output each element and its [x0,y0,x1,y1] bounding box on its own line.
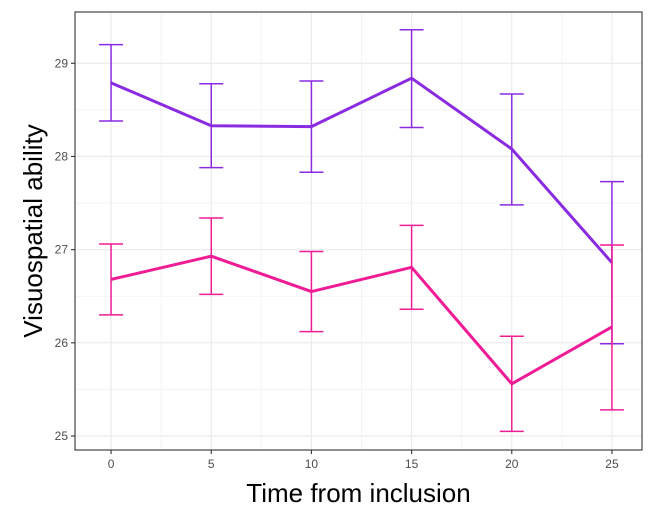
y-tick-label: 25 [55,429,69,443]
y-axis-title: Visuospatial ability [18,124,48,337]
series-line [110,76,614,264]
y-tick-label: 26 [55,336,69,350]
series-2 [99,217,624,433]
x-tick-label: 5 [208,457,215,471]
x-tick-label: 10 [305,457,319,471]
series-1 [99,28,624,345]
axis-ticks [71,62,613,454]
major-gridlines [75,12,642,450]
series-layer [99,28,624,433]
series-line [110,254,613,386]
x-tick-label: 0 [108,457,115,471]
tick-labels: 0 5 10 15 20 25 25 26 27 28 29 [55,56,619,471]
y-tick-label: 27 [55,243,69,257]
y-tick-label: 29 [55,56,69,70]
minor-gridlines [75,12,642,450]
x-tick-label: 20 [505,457,519,471]
panel-border [74,11,643,451]
x-tick-label: 25 [605,457,619,471]
x-axis-title: Time from inclusion [246,478,470,508]
x-tick-label: 15 [405,457,419,471]
y-tick-label: 28 [55,149,69,163]
